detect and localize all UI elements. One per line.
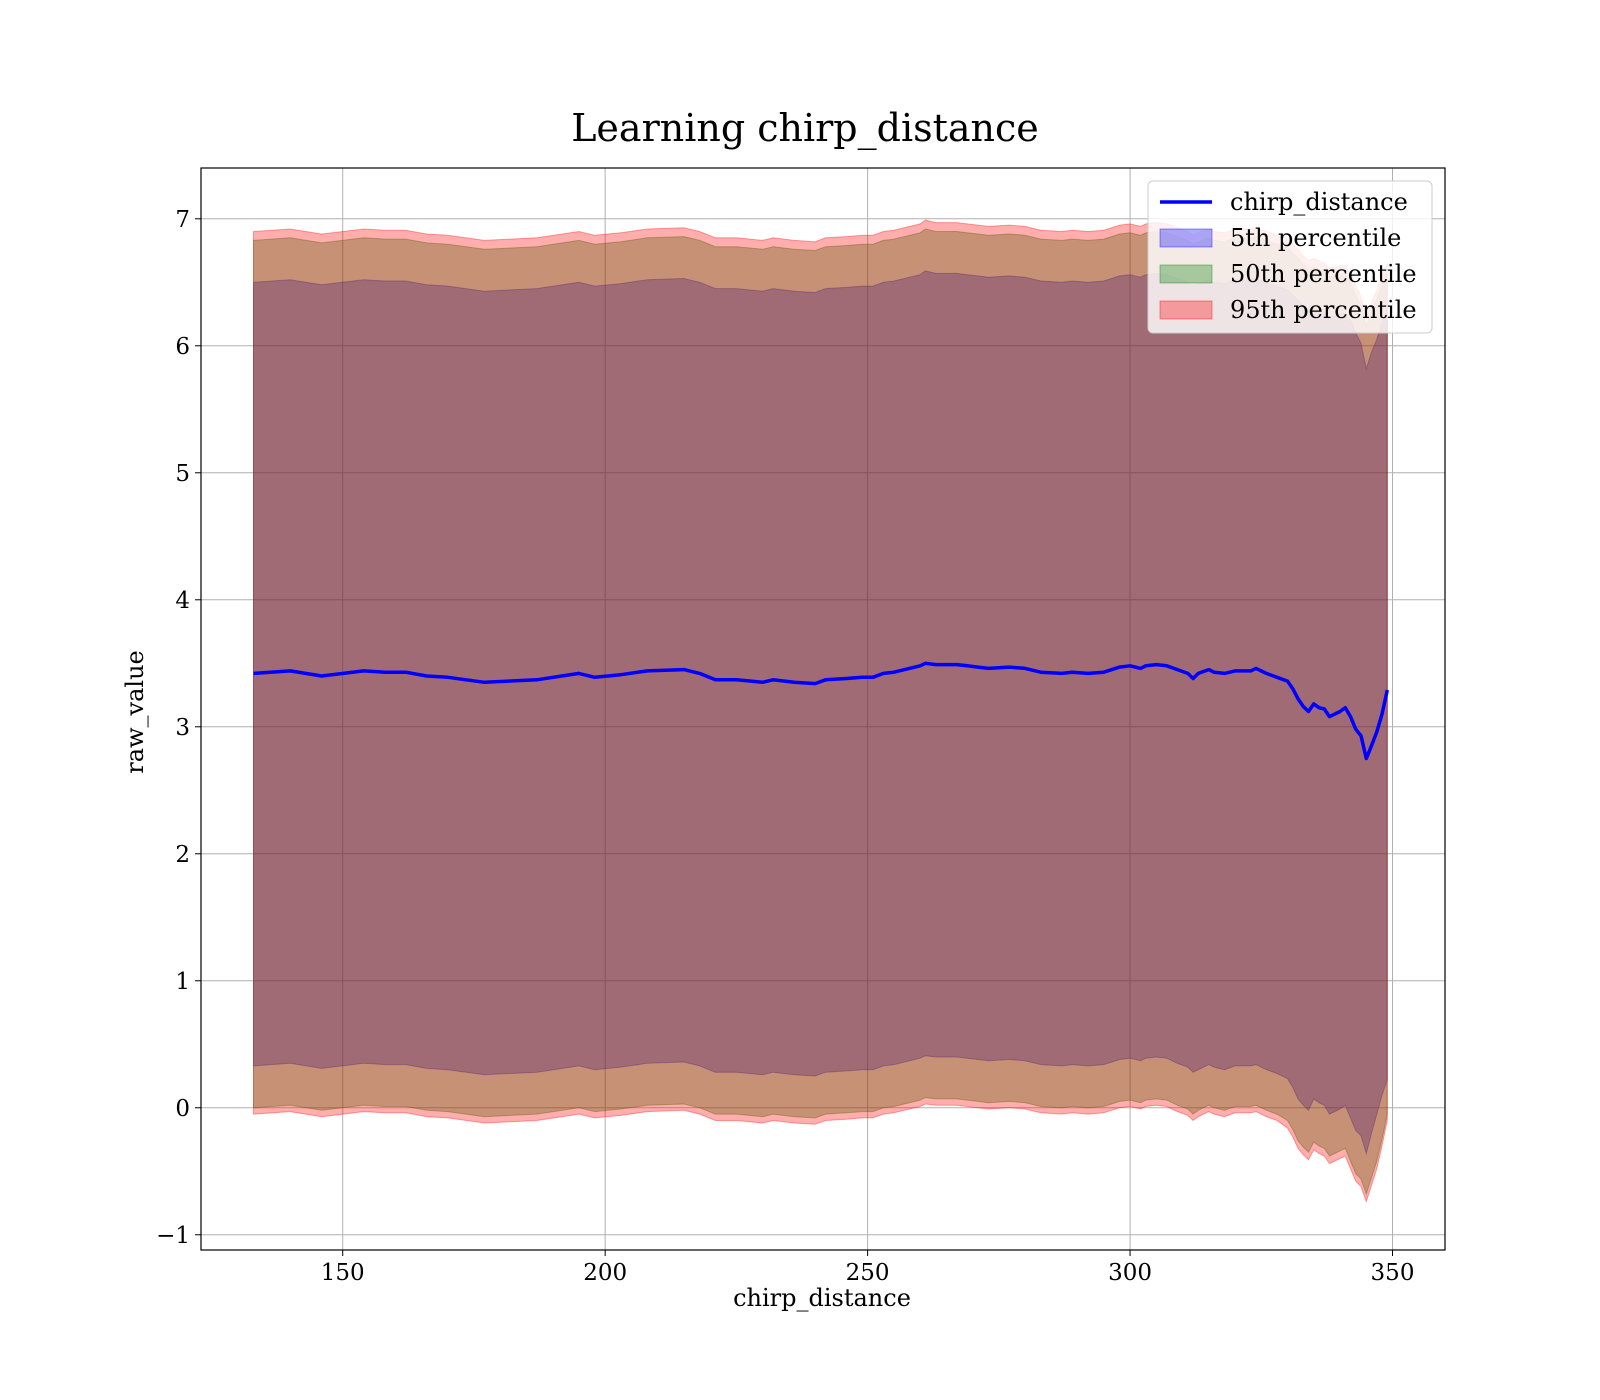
band-95th-percentile <box>253 219 1388 1204</box>
series-lines <box>253 661 1390 761</box>
x-tick-label: 350 <box>1371 1260 1415 1286</box>
y-tick-label: 4 <box>175 588 190 614</box>
legend-swatch <box>1159 228 1213 248</box>
y-tick-label: 3 <box>175 715 190 741</box>
band-5th-percentile <box>253 270 1388 1156</box>
x-tick-label: 150 <box>321 1260 365 1286</box>
y-tick-label: −1 <box>156 1223 190 1249</box>
y-tick-label: 5 <box>175 461 190 487</box>
y-tick-label: 6 <box>175 334 190 360</box>
percentile-bands <box>253 219 1388 1204</box>
legend-label: chirp_distance <box>1230 188 1408 216</box>
band-50th-percentile <box>253 228 1388 1196</box>
series-line-chirp_distance <box>253 661 1390 761</box>
legend: chirp_distance 5th percentile 50th percent… <box>1147 180 1433 334</box>
legend-swatch <box>1159 264 1213 284</box>
plot-frame <box>200 167 1446 1251</box>
x-tick-label: 300 <box>1108 1260 1152 1286</box>
y-tick-label: 0 <box>175 1096 190 1122</box>
y-tick-label: 2 <box>175 842 190 868</box>
legend-label: 50th percentile <box>1230 260 1417 288</box>
axis-ticks: 150 200 250 300 350 −1 0 1 2 3 4 5 6 7 <box>156 207 1414 1286</box>
legend-swatch <box>1159 300 1213 320</box>
x-axis-label: chirp_distance <box>733 1284 911 1312</box>
x-tick-label: 200 <box>583 1260 627 1286</box>
x-tick-label: 250 <box>846 1260 890 1286</box>
chart-title: Learning chirp_distance <box>571 106 1039 151</box>
legend-label: 95th percentile <box>1230 296 1417 324</box>
y-tick-label: 1 <box>175 969 190 995</box>
legend-label: 5th percentile <box>1230 224 1401 252</box>
y-tick-label: 7 <box>175 207 190 233</box>
legend-box <box>1147 180 1433 334</box>
y-axis-label: raw_value <box>121 650 149 774</box>
